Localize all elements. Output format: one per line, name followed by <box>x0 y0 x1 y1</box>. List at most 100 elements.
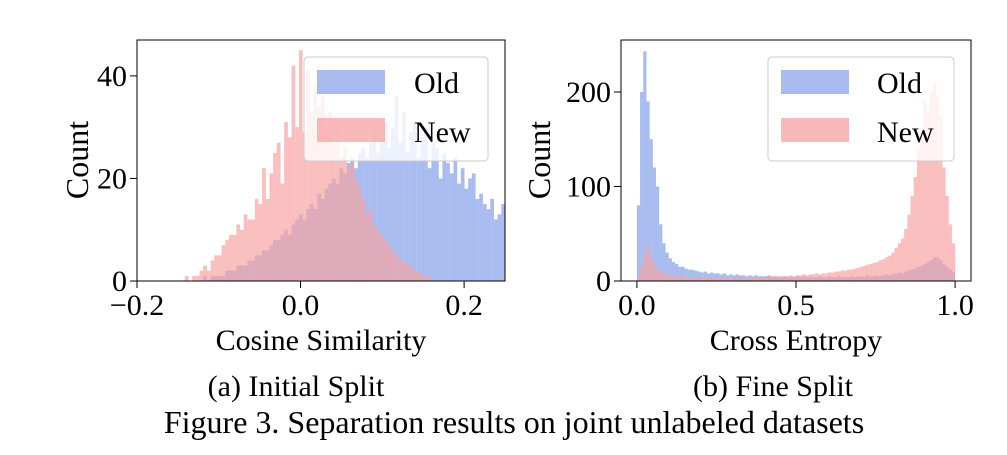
bar-new-fine <box>856 267 860 281</box>
bar-old-initial <box>405 152 410 281</box>
ytick-label-fine: 200 <box>566 76 611 109</box>
bar-new-fine <box>818 274 822 281</box>
bar-new-initial <box>203 265 207 281</box>
bar-new-initial <box>317 106 321 281</box>
bar-old-initial <box>383 122 388 281</box>
bar-new-fine <box>859 266 863 281</box>
bar-new-fine <box>741 278 746 281</box>
bar-old-initial <box>394 96 399 282</box>
bar-new-fine <box>834 271 838 281</box>
bar-new-fine <box>878 260 882 281</box>
bar-new-initial <box>206 270 211 281</box>
bar-old-initial <box>446 163 450 281</box>
bar-new-fine <box>691 277 695 281</box>
bar-new-initial <box>251 219 255 281</box>
bar-new-fine <box>703 277 707 281</box>
bar-new-fine <box>710 278 714 281</box>
histogram-bars-fine <box>636 51 956 282</box>
bar-new-fine <box>951 243 956 281</box>
bar-new-fine <box>754 278 758 281</box>
bar-old-fine <box>675 263 679 281</box>
ytick-label-initial: 20 <box>97 162 127 195</box>
subcaption-initial: (a) Initial Split <box>208 370 385 403</box>
bar-old-fine <box>646 101 650 282</box>
bar-new-fine <box>643 252 647 281</box>
bar-new-initial <box>354 178 358 281</box>
xlabel-fine: Cross Entropy <box>710 324 883 357</box>
bar-new-initial <box>420 275 425 281</box>
bar-new-initial <box>229 234 233 281</box>
bar-new-fine <box>722 277 726 281</box>
xtick-label-fine: 1.0 <box>936 289 974 322</box>
bar-new-fine <box>767 276 771 281</box>
bar-old-initial <box>464 188 469 281</box>
bar-old-fine <box>681 266 685 281</box>
bar-old-initial <box>479 193 483 281</box>
bar-old-initial <box>427 168 432 281</box>
bar-new-initial <box>243 214 248 281</box>
bar-new-fine <box>913 177 917 281</box>
histogram-bars-initial <box>184 50 506 282</box>
bar-new-initial <box>390 250 395 281</box>
bar-new-fine <box>662 273 666 281</box>
figure-caption: Figure 3. Separation results on joint un… <box>164 404 864 440</box>
bar-new-initial <box>199 270 204 281</box>
legend-swatch-old-fine <box>781 70 849 94</box>
ytick-label-initial: 0 <box>112 265 127 298</box>
legend-swatch-new-initial <box>317 118 385 142</box>
bar-new-initial <box>365 214 369 281</box>
bar-new-initial <box>343 147 347 281</box>
bar-new-fine <box>640 266 644 281</box>
bar-new-fine <box>805 275 809 281</box>
bar-new-fine <box>939 115 943 281</box>
bar-new-fine <box>776 276 781 281</box>
bar-old-fine <box>656 186 660 281</box>
bar-new-fine <box>872 263 876 281</box>
bar-old-fine <box>687 269 691 281</box>
xtick-label-fine: 0.5 <box>777 289 815 322</box>
legend-fine: Old New <box>767 56 955 162</box>
bar-new-initial <box>321 96 325 282</box>
bar-new-initial <box>413 270 417 281</box>
bar-new-initial <box>401 260 406 281</box>
bar-new-fine <box>745 277 749 281</box>
bar-new-initial <box>335 127 340 281</box>
xtick-label-initial: −0.2 <box>110 289 164 322</box>
bar-new-fine <box>649 257 653 281</box>
bar-new-initial <box>339 157 344 281</box>
bar-old-initial <box>457 183 461 281</box>
bar-old-fine <box>640 91 644 281</box>
bar-new-fine <box>904 229 908 281</box>
xtick-label-fine: 0.0 <box>618 289 656 322</box>
ytick-label-fine: 100 <box>566 170 611 203</box>
bar-new-fine <box>897 243 901 281</box>
bar-new-fine <box>735 277 739 281</box>
bar-new-fine <box>748 278 752 281</box>
bar-new-fine <box>866 264 870 281</box>
bar-old-fine <box>652 167 656 281</box>
bar-new-initial <box>287 137 292 281</box>
bar-old-fine <box>668 258 672 281</box>
bar-old-initial <box>372 132 377 281</box>
bar-new-initial <box>379 234 384 281</box>
bar-new-fine <box>796 275 800 281</box>
xtick-label-initial: 0.2 <box>445 289 483 322</box>
bar-old-initial <box>431 142 436 281</box>
bar-new-fine <box>942 167 946 281</box>
bar-new-fine <box>945 195 949 281</box>
bar-new-fine <box>837 271 841 281</box>
bar-new-fine <box>802 274 806 281</box>
bar-old-fine <box>716 273 720 281</box>
bar-new-fine <box>862 265 866 281</box>
bar-new-fine <box>659 271 663 281</box>
bar-new-initial <box>427 275 432 281</box>
bar-old-initial <box>475 198 480 281</box>
bar-old-initial <box>390 127 395 281</box>
bar-new-fine <box>901 238 905 281</box>
bar-old-initial <box>471 173 476 281</box>
bar-new-initial <box>232 234 237 281</box>
bar-new-initial <box>195 275 200 281</box>
axis-ticks-fine: 0.0 0.5 1.0 0 100 200 <box>566 76 974 322</box>
bar-new-initial <box>409 265 413 281</box>
bar-new-fine <box>681 276 685 281</box>
